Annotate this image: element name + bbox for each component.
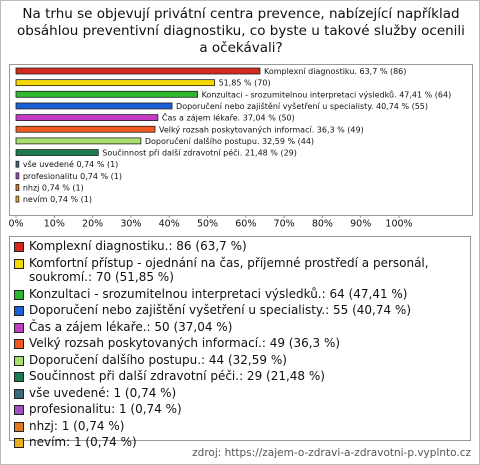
bar — [15, 160, 20, 168]
legend-swatch — [14, 242, 24, 252]
legend-swatch — [14, 372, 24, 382]
value-label: Čas a zájem lékaře. 37,04 % (50) — [162, 112, 295, 123]
x-tick-label: 80% — [312, 219, 333, 230]
legend-label: nhzj: 1 (0,74 %) — [29, 418, 125, 433]
bar — [15, 195, 20, 203]
bar — [15, 90, 198, 98]
legend-item: Doporučení dalšího postupu.: 44 (32,59 %… — [14, 353, 466, 368]
plot-frame — [9, 64, 473, 216]
legend-item: Komfortní přístup - ojednání na čas, pří… — [14, 256, 466, 285]
legend-swatch — [14, 388, 24, 399]
bar — [15, 137, 142, 145]
value-label: Velký rozsah poskytovaných informací. 36… — [159, 125, 364, 134]
x-tick-label: 50% — [197, 219, 218, 230]
bar — [15, 114, 159, 121]
x-tick-label: 40% — [159, 219, 180, 230]
bar — [15, 149, 99, 156]
legend-swatch — [14, 289, 24, 300]
value-label: Doporučení nebo zajištění vyšetření u sp… — [176, 101, 428, 111]
legend-item: Doporučení nebo zajištění vyšetření u sp… — [14, 303, 466, 318]
legend-item: Čas a zájem lékaře.: 50 (37,04 %) — [14, 320, 466, 335]
legend-item: Součinnost při další zdravotní péči.: 29… — [14, 369, 466, 384]
legend-label: Komplexní diagnostiku.: 86 (63,7 %) — [29, 239, 247, 253]
value-label: profesionalitu 0,74 % (1) — [23, 172, 122, 181]
bar — [15, 102, 173, 110]
bar — [15, 172, 20, 180]
value-label: nhzj 0,74 % (1) — [23, 184, 84, 193]
x-tick-label: 100% — [385, 219, 412, 230]
legend-label: profesionalitu: 1 (0,74 %) — [29, 402, 182, 416]
value-label: vše uvedené 0,74 % (1) — [23, 159, 118, 169]
legend-item: Komplexní diagnostiku.: 86 (63,7 %) — [14, 239, 466, 254]
legend-item: Konzultaci - srozumitelnou interpretaci … — [14, 287, 466, 302]
x-tick-label: 60% — [235, 219, 256, 230]
x-tick-label: 70% — [274, 219, 295, 230]
legend-label: Velký rozsah poskytovaných informací.: 4… — [29, 336, 341, 350]
legend: Komplexní diagnostiku.: 86 (63,7 %) Komfo… — [9, 236, 471, 449]
source: zdroj: https://zajem-o-zdravi-a-zdravotn… — [192, 447, 471, 459]
legend-swatch — [14, 258, 24, 269]
legend-swatch — [14, 339, 24, 349]
legend-swatch — [14, 355, 24, 366]
x-tick-label: 10% — [44, 219, 65, 230]
legend-label: vše uvedené: 1 (0,74 %) — [29, 385, 177, 400]
legend-label: Konzultaci - srozumitelnou interpretaci … — [29, 286, 408, 301]
chart-title: Na trhu se objevují privátní centra prev… — [17, 6, 465, 56]
bar — [15, 67, 261, 75]
legend-item: nhzj: 1 (0,74 %) — [14, 419, 466, 434]
legend-item: profesionalitu: 1 (0,74 %) — [14, 402, 466, 417]
value-label: nevím 0,74 % (1) — [23, 195, 92, 204]
value-label: Konzultaci - srozumitelnou interpretaci … — [202, 89, 452, 99]
legend-label: Součinnost při další zdravotní péči.: 29… — [29, 369, 325, 383]
x-tick-label: 0% — [9, 219, 24, 230]
legend-swatch — [14, 322, 24, 333]
legend-label: Doporučení nebo zajištění vyšetření u sp… — [29, 303, 412, 317]
legend-label: Komfortní přístup - ojednání na čas, pří… — [29, 255, 429, 285]
x-tick-label: 30% — [120, 219, 141, 230]
value-label: 51,85 % (70) — [219, 79, 271, 88]
legend-item: Velký rozsah poskytovaných informací.: 4… — [14, 336, 466, 351]
legend-item: vše uvedené: 1 (0,74 %) — [14, 386, 466, 401]
chart: 0% 10% 20% 30% 40% 50% 60% 70% 80% 90% 100% Komplex… — [9, 64, 473, 230]
legend-swatch — [14, 405, 24, 415]
legend-swatch — [14, 306, 24, 316]
legend-label: Čas a zájem lékaře.: 50 (37,04 %) — [29, 319, 233, 334]
legend-swatch — [14, 421, 24, 432]
value-label: Součinnost při další zdravotní péči. 21,… — [102, 148, 297, 158]
bar — [15, 79, 215, 87]
x-tick-label: 90% — [350, 219, 371, 230]
legend-swatch — [14, 438, 24, 448]
value-label: Doporučení dalšího postupu. 32,59 % (44) — [145, 136, 314, 146]
bar — [15, 184, 20, 191]
legend-label: nevím: 1 (0,74 %) — [29, 435, 137, 449]
bar — [15, 125, 156, 133]
legend-item: nevím: 1 (0,74 %) — [14, 435, 466, 450]
legend-label: Doporučení dalšího postupu.: 44 (32,59 %… — [29, 352, 287, 367]
value-label: Komplexní diagnostiku. 63,7 % (86) — [264, 67, 406, 76]
x-tick-label: 20% — [82, 219, 103, 230]
